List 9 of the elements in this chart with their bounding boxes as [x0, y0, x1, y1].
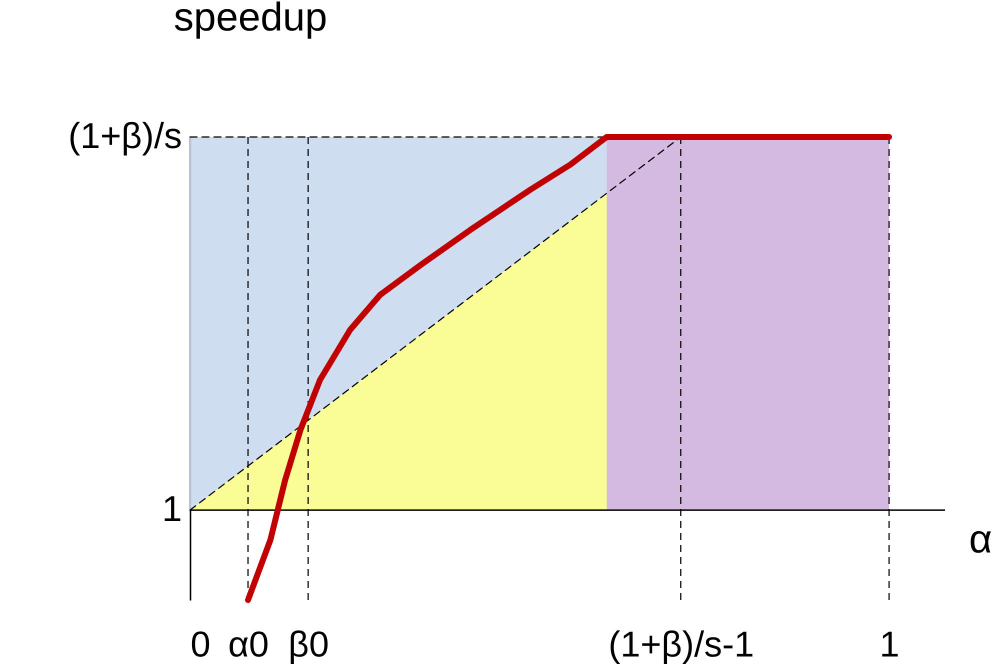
x-tick-label: 1 — [880, 624, 900, 664]
x-axis-title: α — [968, 518, 992, 562]
x-tick-label: 0 — [190, 624, 211, 664]
y-axis-title: speedup — [174, 0, 328, 40]
x-tick-label: (1+β)/s-1 — [608, 624, 754, 664]
x-tick-label: α0 — [228, 624, 269, 664]
x-tick-label: β0 — [288, 624, 330, 664]
annotation: (1+β)/s — [68, 115, 182, 156]
annotation: 1 — [162, 488, 182, 530]
